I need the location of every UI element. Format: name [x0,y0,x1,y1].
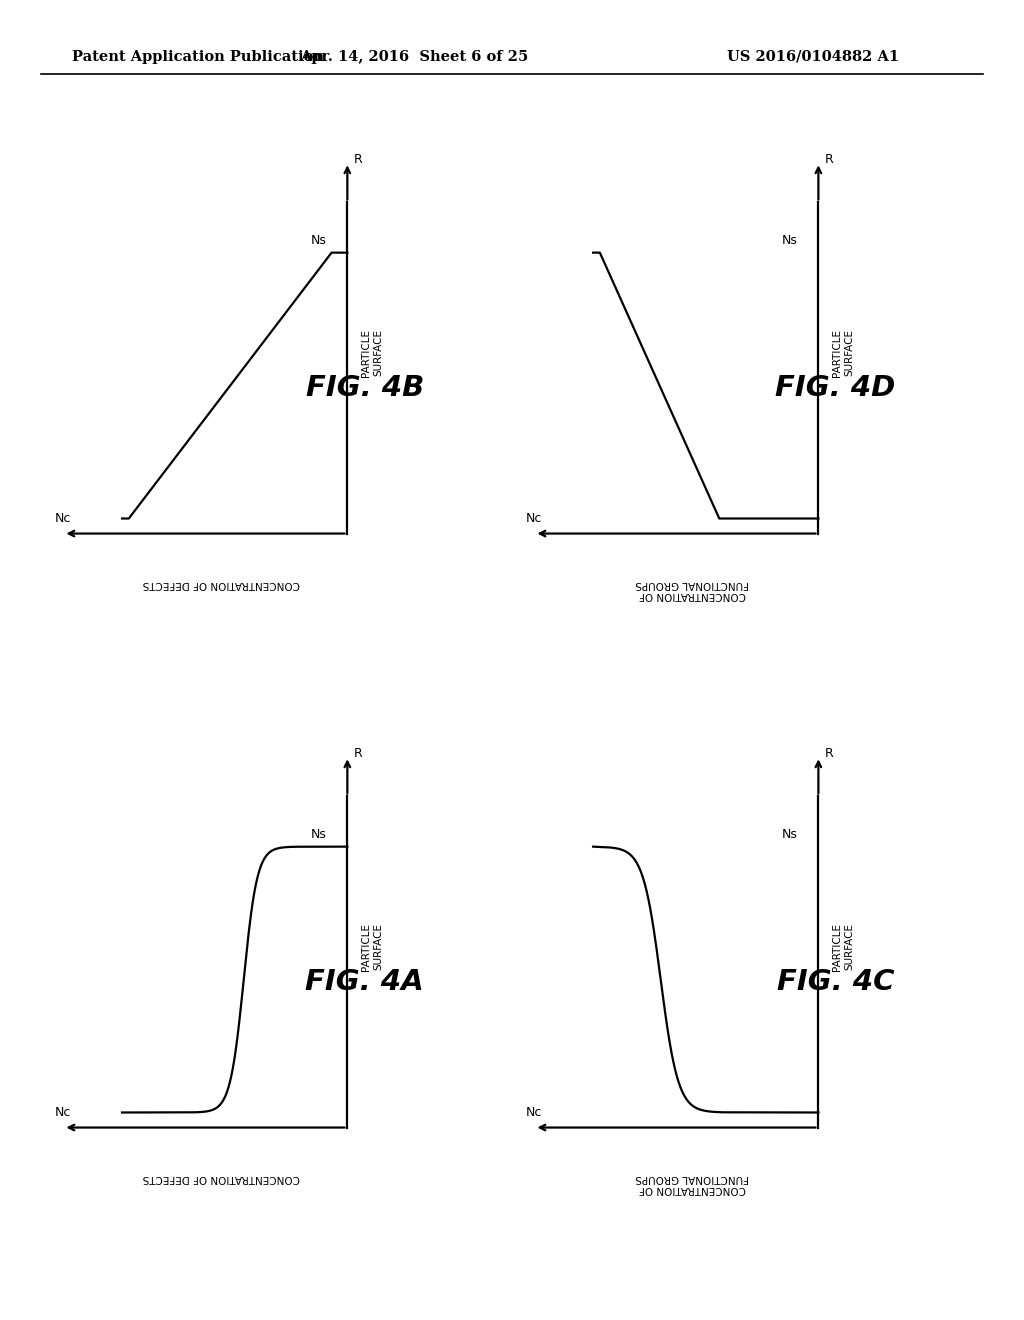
Text: CONCENTRATION OF DEFECTS: CONCENTRATION OF DEFECTS [142,1172,300,1183]
Text: FIG. 4C: FIG. 4C [777,968,895,997]
Text: PARTICLE
SURFACE: PARTICLE SURFACE [361,329,383,378]
Text: R: R [825,153,834,166]
Text: CONCENTRATION OF DEFECTS: CONCENTRATION OF DEFECTS [142,578,300,589]
Text: Apr. 14, 2016  Sheet 6 of 25: Apr. 14, 2016 Sheet 6 of 25 [301,50,528,63]
Text: PARTICLE
SURFACE: PARTICLE SURFACE [361,923,383,972]
Text: CONCENTRATION OF
FUNCTIONAL GROUPS: CONCENTRATION OF FUNCTIONAL GROUPS [635,578,750,601]
Text: R: R [825,747,834,760]
Text: Nc: Nc [54,1106,71,1119]
Text: Ns: Ns [311,234,327,247]
Text: Patent Application Publication: Patent Application Publication [72,50,324,63]
Text: R: R [354,747,362,760]
Text: Nc: Nc [525,512,542,525]
Text: CONCENTRATION OF
FUNCTIONAL GROUPS: CONCENTRATION OF FUNCTIONAL GROUPS [635,1172,750,1195]
Text: FIG. 4B: FIG. 4B [305,374,424,403]
Text: Ns: Ns [311,828,327,841]
Text: FIG. 4D: FIG. 4D [775,374,895,403]
Text: FIG. 4A: FIG. 4A [305,968,424,997]
Text: Nc: Nc [54,512,71,525]
Text: PARTICLE
SURFACE: PARTICLE SURFACE [833,329,854,378]
Text: Ns: Ns [782,234,798,247]
Text: US 2016/0104882 A1: US 2016/0104882 A1 [727,50,899,63]
Text: Nc: Nc [525,1106,542,1119]
Text: PARTICLE
SURFACE: PARTICLE SURFACE [833,923,854,972]
Text: R: R [354,153,362,166]
Text: Ns: Ns [782,828,798,841]
